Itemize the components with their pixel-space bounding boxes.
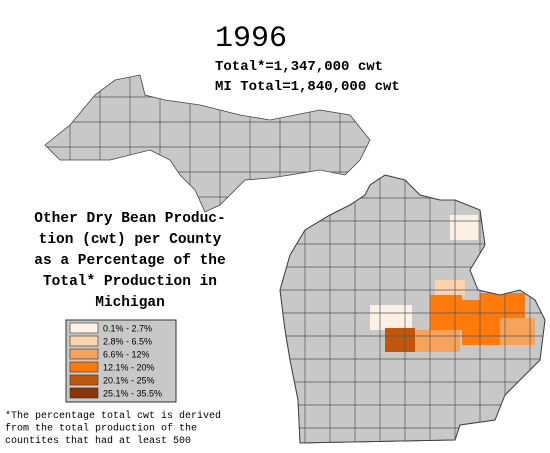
legend: 0.1% - 2.7% 2.8% - 6.5% 6.6% - 12% 12.1% - … [69, 322, 162, 399]
footnote-line: countites that had at least 500 [5, 435, 191, 447]
description: Other Dry Bean Produc-tion (cwt) per Cou… [34, 211, 225, 311]
footnote-line: *The percentage total cwt is derived [5, 410, 221, 422]
legend-label: 2.8% - 6.5% [103, 337, 152, 347]
legend-label: 0.1% - 2.7% [103, 324, 152, 334]
description-line: Other Dry Bean Produc- [34, 211, 225, 227]
footnote: *The percentage total cwt is derivedfrom… [5, 410, 221, 447]
county-shaded [385, 328, 415, 352]
legend-swatch [69, 322, 99, 334]
legend-swatch [69, 335, 99, 347]
description-line: as a Percentage of the [34, 253, 225, 269]
total-line: Total*=1,347,000 cwt [215, 59, 383, 75]
footnote-line: from the total production of the [5, 423, 197, 435]
legend-label: 6.6% - 12% [103, 350, 150, 360]
lower-peninsula [279, 174, 546, 444]
legend-swatch [69, 348, 99, 360]
county-shaded [415, 330, 460, 352]
county-shaded [462, 318, 500, 345]
legend-label: 25.1% - 35.5% [103, 389, 162, 399]
county-shaded [460, 300, 482, 320]
county-shaded [435, 280, 465, 298]
county-shaded [480, 293, 525, 318]
description-line: Total* Production in [43, 274, 217, 290]
legend-swatch [69, 387, 99, 399]
total-line: MI Total=1,840,000 cwt [215, 79, 400, 95]
description-line: Michigan [95, 295, 165, 311]
county-shaded [430, 295, 462, 330]
legend-swatch [69, 361, 99, 373]
county-shaded [450, 215, 478, 240]
legend-swatch [69, 374, 99, 386]
description-line: tion (cwt) per County [39, 232, 222, 248]
legend-label: 20.1% - 25% [103, 376, 155, 386]
county-shaded [500, 318, 535, 345]
county-shaded [370, 305, 412, 330]
legend-label: 12.1% - 20% [103, 363, 155, 373]
map-title: 1996 [215, 22, 287, 56]
